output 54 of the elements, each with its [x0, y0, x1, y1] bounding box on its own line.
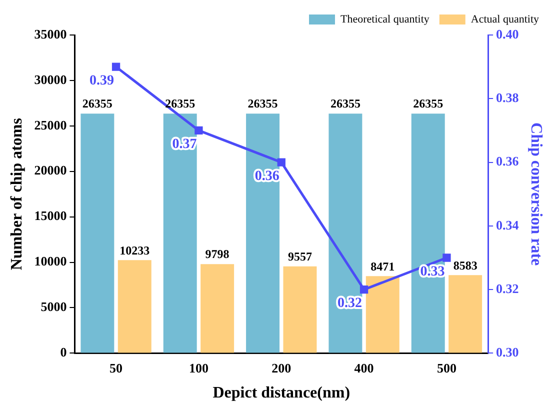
data-label: 10233: [120, 243, 150, 258]
legend-label: Actual quantity: [470, 13, 540, 26]
data-label: 9557: [288, 249, 312, 264]
bar: [366, 276, 400, 353]
x-tick-label: 50: [110, 360, 123, 376]
y-tick-label: 5000: [40, 299, 67, 314]
data-label: 26355: [165, 96, 196, 111]
y-tick-label: 0: [60, 344, 67, 360]
point: [360, 285, 368, 294]
legend-label: Theoretical quantity: [340, 13, 430, 26]
y2-tick-label: 0.30: [496, 344, 519, 360]
data-label: 0.39: [90, 73, 114, 88]
bar: [283, 266, 317, 353]
y2-tick-label: 0.32: [496, 280, 519, 296]
y2-tick-label: 0.38: [496, 90, 520, 105]
bar: [200, 264, 234, 353]
y-axis-title: Number of chip atoms: [8, 118, 26, 270]
data-label: 26355: [82, 96, 112, 111]
x-tick-label: 500: [436, 360, 456, 376]
bar: [118, 260, 152, 353]
y2-tick-label: 0.36: [496, 154, 520, 169]
data-label: 0.36: [254, 168, 280, 184]
bar: [246, 114, 280, 353]
y-tick-label: 10000: [34, 254, 67, 269]
bar: [411, 114, 445, 353]
data-label: 9798: [205, 247, 230, 262]
data-label: 0.32: [338, 296, 362, 312]
data-label: 8583: [453, 258, 478, 272]
y-tick-label: 25000: [34, 117, 67, 132]
y-tick-label: 20000: [34, 162, 67, 178]
point: [277, 158, 286, 166]
data-label: 8471: [370, 259, 395, 274]
x-axis-title: Depict distance(nm): [212, 384, 350, 402]
x-tick-label: 100: [188, 360, 208, 376]
data-label: 0.33: [420, 264, 445, 280]
data-label: 26355: [330, 96, 360, 111]
bar: [448, 275, 482, 353]
y2-tick-label: 0.34: [496, 217, 520, 232]
y2-axis-title: Chip conversion rate: [527, 122, 544, 266]
point: [194, 126, 203, 135]
bar: [163, 114, 197, 353]
y2-tick-label: 0.40: [496, 26, 519, 42]
y-tick-label: 15000: [34, 208, 67, 224]
x-tick-label: 400: [354, 360, 374, 376]
data-label: 0.37: [172, 137, 197, 152]
data-label: 26355: [248, 96, 278, 111]
data-label: 26355: [413, 96, 444, 111]
point: [442, 254, 451, 262]
point: [112, 62, 120, 71]
y-tick-label: 30000: [34, 72, 67, 87]
bar: [328, 114, 362, 353]
y-tick-label: 35000: [34, 26, 67, 42]
bar: [80, 114, 114, 353]
x-tick-label: 200: [272, 360, 292, 376]
